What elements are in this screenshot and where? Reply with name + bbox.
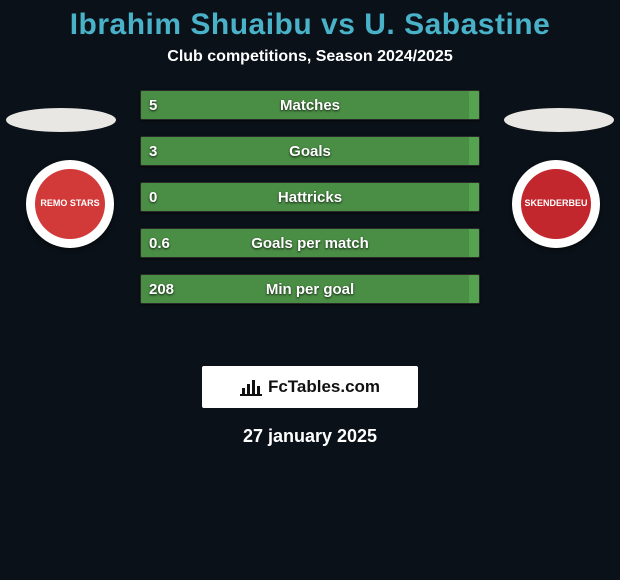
snapshot-date: 27 january 2025 [0,426,620,447]
stat-metric-label: Min per goal [141,275,479,303]
stat-metric-label: Goals per match [141,229,479,257]
stat-value-left: 3 [143,137,163,165]
comparison-title: Ibrahim Shuaibu vs U. Sabastine [0,0,620,42]
stat-row: Goals3 [140,136,480,166]
left-player-platform [6,108,116,132]
stat-value-left: 0 [143,183,163,211]
fctables-logo: FcTables.com [202,366,418,408]
comparison-subtitle: Club competitions, Season 2024/2025 [0,48,620,66]
right-club-badge-inner: SKENDERBEU [521,169,591,239]
right-player-platform [504,108,614,132]
stat-metric-label: Hattricks [141,183,479,211]
stat-row: Min per goal208 [140,274,480,304]
stat-value-left: 0.6 [143,229,176,257]
stat-metric-label: Matches [141,91,479,119]
stat-bars: Matches5Goals3Hattricks0Goals per match0… [140,90,480,320]
stat-metric-label: Goals [141,137,479,165]
stat-row: Hattricks0 [140,182,480,212]
stat-row: Matches5 [140,90,480,120]
fctables-logo-text: FcTables.com [268,377,380,397]
left-club-badge-inner: REMO STARS [35,169,105,239]
stat-row: Goals per match0.6 [140,228,480,258]
bar-chart-icon [240,378,262,396]
right-club-badge: SKENDERBEU [512,160,600,248]
stat-value-left: 5 [143,91,163,119]
stat-value-left: 208 [143,275,180,303]
left-club-badge: REMO STARS [26,160,114,248]
comparison-stage: REMO STARS SKENDERBEU Matches5 Goals3 Hatt… [0,90,620,350]
